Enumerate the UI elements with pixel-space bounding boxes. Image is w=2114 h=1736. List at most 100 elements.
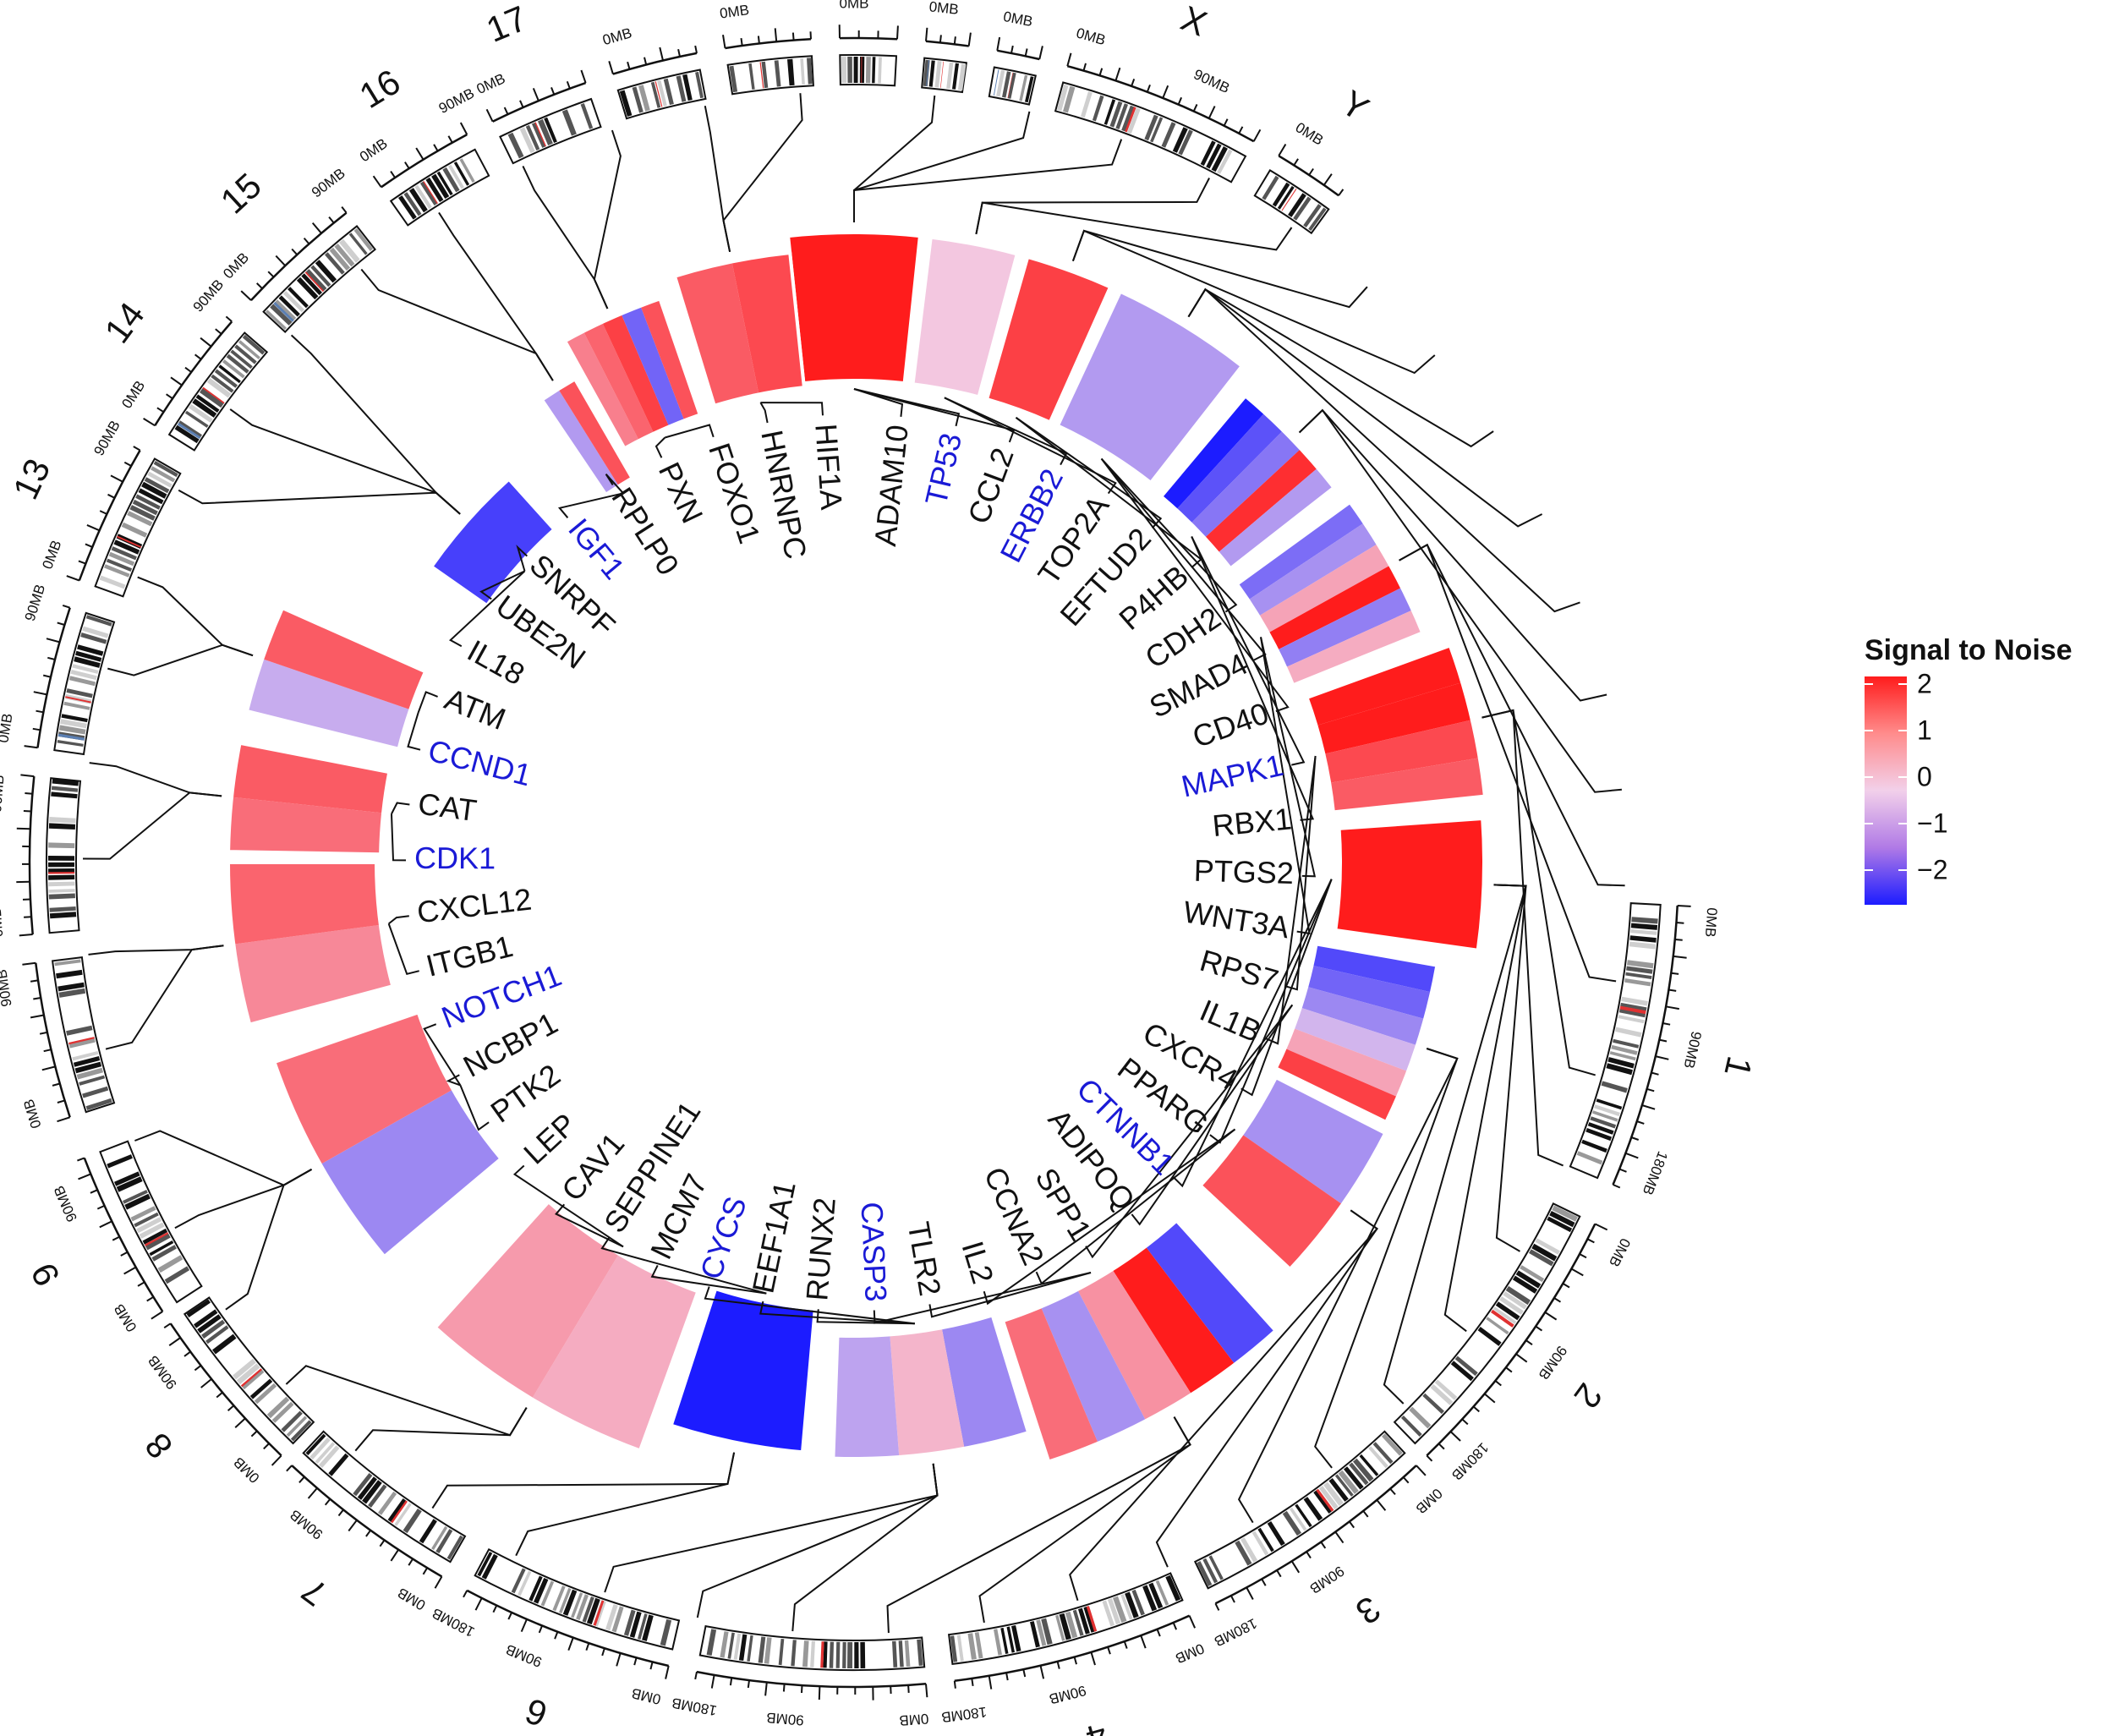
cytoband [274, 299, 297, 321]
heatmap-cell [1300, 986, 1426, 1046]
scale-tick [459, 122, 468, 135]
cytoband [1102, 1600, 1115, 1627]
cytoband [242, 334, 266, 355]
heatmap-segment-border [244, 605, 428, 752]
cytoband [408, 188, 428, 213]
cytoband [315, 1442, 336, 1464]
scale-tick [1438, 1443, 1445, 1450]
cytoband [113, 539, 140, 555]
gene-label: HNRNPC [754, 427, 813, 561]
cytoband [1547, 1216, 1573, 1233]
scale-tick [1338, 189, 1345, 196]
position-label: 90MB [0, 775, 8, 813]
cytoband [561, 109, 577, 136]
scale-tick [24, 745, 38, 749]
ideogram-connector [1237, 1048, 1459, 1524]
scale-tick [1579, 1253, 1587, 1259]
cytoband [1277, 185, 1295, 210]
cytoband [1081, 91, 1093, 118]
cytoband [49, 912, 77, 919]
cytoband [1036, 1619, 1047, 1646]
heatmap-cell [621, 305, 685, 427]
cytoband [1104, 99, 1116, 125]
scale-tick [22, 961, 36, 966]
cytoband [1409, 1406, 1432, 1429]
cytoband [1288, 193, 1306, 217]
label-connector [1100, 457, 1290, 713]
cytoband [1621, 996, 1648, 1006]
cytoband [85, 615, 112, 627]
cytoband [778, 1638, 785, 1666]
scale-tick [1010, 45, 1014, 54]
cytoband [48, 842, 75, 849]
cytoband [1055, 1614, 1065, 1641]
heatmap-cell [233, 924, 393, 1025]
scale-tick [1494, 1380, 1502, 1387]
cytoband [1272, 182, 1290, 207]
scale-tick [1230, 1595, 1235, 1603]
chromosome-label: 14 [96, 295, 152, 351]
label-connector [928, 1272, 1092, 1318]
cytoband [136, 1217, 162, 1234]
scale-tick [1389, 1487, 1396, 1496]
cytoband [138, 488, 164, 505]
position-label: 0MB [0, 907, 6, 938]
cytoband [310, 265, 331, 288]
scale-tick [307, 1487, 318, 1499]
cytoband [580, 103, 594, 129]
heatmap-cell [1191, 430, 1301, 539]
chromosome-X: 0MB 90MB X [1054, 0, 1262, 183]
chromosome-3: 0MB 90MB 180MB 3 [1193, 1430, 1445, 1650]
centromere-mark [423, 181, 438, 204]
scale-tick [1651, 1071, 1659, 1076]
scale-tick [19, 934, 33, 937]
scale-tick [112, 1235, 120, 1241]
cytoband [1499, 1296, 1524, 1315]
scale-tick [183, 1350, 191, 1357]
heatmap-cell [1329, 758, 1485, 813]
cytoband [974, 1632, 983, 1659]
cytoband [531, 122, 546, 148]
position-label: 0MB [899, 1711, 929, 1728]
cytoband [1282, 1510, 1301, 1536]
scale-axis [381, 133, 468, 189]
position-label: 90MB [1191, 66, 1232, 96]
cytoband [1125, 1591, 1139, 1618]
cytoband [481, 1553, 498, 1580]
scale-tick [1056, 1661, 1060, 1669]
cytoband [357, 1476, 377, 1500]
centromere-mark [593, 1600, 605, 1626]
scale-tick [1349, 1520, 1355, 1529]
heatmap-segment-border [984, 255, 1113, 424]
ideogram-connector [515, 1452, 736, 1557]
heatmap-cell [583, 322, 654, 441]
scale-tick [1673, 955, 1687, 959]
scale-tick [1066, 52, 1072, 67]
ideogram-connector [1298, 408, 1622, 793]
chromosome-13: 0MB 90MB 13 [5, 418, 182, 598]
heatmap-cell [1323, 720, 1480, 783]
ideogram-connector [105, 945, 224, 1050]
cytoband [576, 1594, 589, 1620]
position-label: 0MB [928, 0, 960, 18]
centromere-mark [144, 1232, 169, 1246]
heatmap-segment-border [1197, 1075, 1388, 1272]
cytoband [174, 424, 200, 444]
label-connector [759, 402, 769, 424]
scale-tick [271, 1454, 282, 1466]
centromere-mark [1491, 1309, 1514, 1328]
cytoband [130, 1206, 156, 1222]
cytoband [952, 63, 959, 90]
cytoband [72, 664, 99, 674]
scale-tick [1214, 1602, 1220, 1611]
scale-tick [507, 1612, 513, 1620]
cytoband [1065, 1611, 1078, 1639]
cytoband [605, 1604, 618, 1631]
position-label: 0MB [630, 1684, 663, 1707]
position-label: 0MB [39, 538, 64, 571]
scale-tick [156, 407, 165, 413]
scale-tick [133, 446, 141, 452]
chromosome-18: 0MB 18 [600, 0, 707, 120]
cytoband [872, 57, 876, 84]
scale-tick [1613, 1184, 1621, 1189]
